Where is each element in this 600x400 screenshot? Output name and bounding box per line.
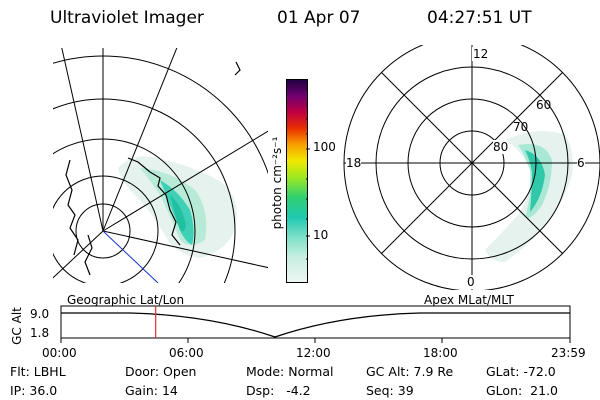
coastlines	[65, 61, 241, 276]
time-tick-0000: 00:00	[42, 346, 77, 360]
status-dsp: Dsp: -4.2	[246, 383, 311, 398]
altitude-timeline[interactable]	[0, 300, 600, 350]
time-tick-2359: 23:59	[551, 346, 586, 360]
colorbar-tick-100: 100	[313, 140, 336, 154]
colorbar-tick-10: 10	[313, 228, 329, 242]
status-ip: IP: 36.0	[10, 383, 58, 398]
satellite-track	[102, 230, 159, 283]
mlat-label-70: 70	[513, 120, 529, 134]
status-seq: Seq: 39	[366, 383, 414, 398]
status-filter: Flt: LBHL	[10, 364, 66, 379]
mlt-label-6: 6	[577, 156, 585, 170]
instrument-title: Ultraviolet Imager	[50, 8, 204, 28]
status-glat: GLat: -72.0	[486, 364, 556, 379]
polar-mlt-plot	[343, 45, 600, 290]
time-tick-1200: 12:00	[296, 346, 331, 360]
timeline-y-tick-high: 9.0	[30, 307, 50, 321]
time-label: 04:27:51 UT	[427, 8, 532, 28]
longitude-lines	[53, 48, 268, 279]
mlat-label-60: 60	[536, 98, 552, 112]
status-gain: Gain: 14	[125, 383, 178, 398]
timeline-right-label: Apex MLat/MLT	[424, 293, 514, 307]
color-scale-ticks	[306, 88, 310, 260]
polar-grid-lines	[344, 45, 600, 290]
mlt-label-0: 0	[467, 275, 475, 289]
time-tick-0600: 06:00	[169, 346, 204, 360]
mlt-label-12: 12	[472, 47, 490, 61]
altitude-curve	[61, 312, 570, 338]
time-tick-1800: 18:00	[423, 346, 458, 360]
status-door: Door: Open	[125, 364, 197, 379]
status-mode: Mode: Normal	[246, 364, 334, 379]
mlt-label-18: 18	[346, 156, 362, 170]
status-gc-alt: GC Alt: 7.9 Re	[366, 364, 454, 379]
status-glon: GLon: 21.0	[486, 383, 559, 398]
date-label: 01 Apr 07	[277, 8, 361, 28]
mlat-label-80: 80	[493, 140, 509, 154]
colorbar-unit-label: photon cm⁻²s⁻¹	[270, 136, 284, 230]
aurora-emission-geo	[118, 156, 237, 258]
color-scale-bar	[286, 79, 308, 283]
geographic-map	[53, 48, 268, 283]
timeline-left-label: Geographic Lat/Lon	[67, 293, 185, 307]
timeline-y-tick-low: 1.8	[30, 326, 50, 340]
